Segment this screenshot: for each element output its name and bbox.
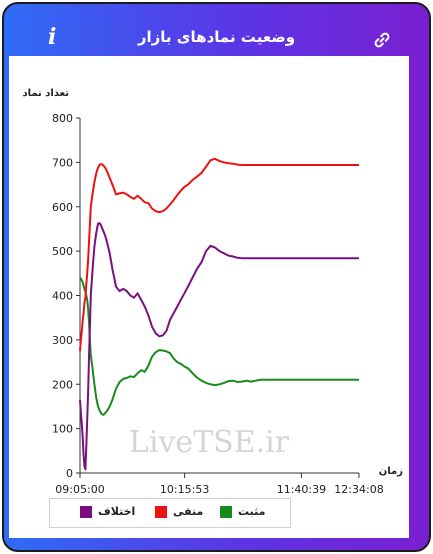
y-tick-label: 700	[52, 156, 73, 169]
chart-legend: اختلاف منفی مثبت	[49, 498, 291, 528]
legend-item-positive: مثبت	[220, 505, 280, 520]
legend-item-negative: منفی	[155, 505, 215, 520]
y-tick-label: 600	[52, 201, 73, 214]
x-tick-label: 12:34:08	[334, 483, 383, 496]
y-tick-label: 100	[52, 423, 73, 436]
y-axis-label: تعداد نماد	[22, 88, 69, 99]
x-axis-label: زمان	[379, 466, 403, 477]
legend-item-difference: اختلاف	[80, 505, 150, 520]
x-tick-label: 10:15:53	[160, 483, 209, 496]
series-line-0	[79, 276, 359, 416]
watermark: LiveTSE.ir	[129, 425, 290, 460]
info-icon[interactable]: i	[48, 24, 57, 50]
legend-swatch-positive	[220, 506, 232, 518]
legend-label-negative: منفی	[173, 505, 204, 518]
link-icon[interactable]	[374, 32, 390, 48]
y-tick-label: 300	[52, 334, 73, 347]
line-chart: تعداد نماد زمان LiveTSE.ir 0 100 200 300 400…	[22, 88, 403, 496]
legend-swatch-negative	[155, 506, 167, 518]
x-tick-label: 09:05:00	[55, 483, 104, 496]
header-bar: i وضعیت نمادهای بازار	[4, 4, 429, 56]
y-tick-label: 0	[66, 467, 73, 480]
legend-label-positive: مثبت	[238, 505, 266, 518]
chart-card: تعداد نماد زمان LiveTSE.ir 0 100 200 300 400…	[9, 56, 409, 538]
legend-label-difference: اختلاف	[98, 505, 136, 518]
y-tick-label: 800	[52, 112, 73, 125]
page-title: وضعیت نمادهای بازار	[137, 28, 296, 46]
y-tick-label: 400	[52, 290, 73, 303]
series-line-2	[79, 222, 359, 471]
x-tick-label: 11:40:39	[277, 483, 326, 496]
y-tick-label: 200	[52, 378, 73, 391]
y-tick-label: 500	[52, 245, 73, 258]
series-line-1	[79, 157, 359, 352]
legend-swatch-difference	[80, 506, 92, 518]
